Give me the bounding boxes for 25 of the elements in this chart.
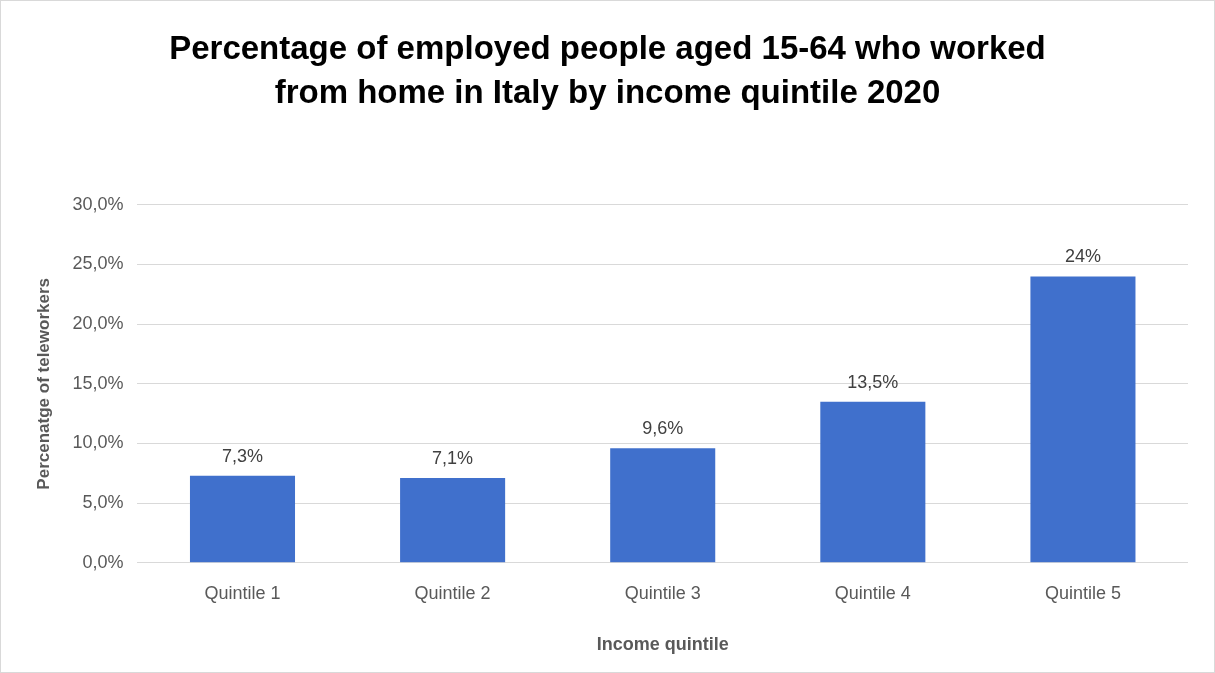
- y-tick-label: 0,0%: [82, 551, 124, 572]
- bar: [1030, 276, 1136, 563]
- y-tick-label: 5,0%: [82, 492, 124, 513]
- x-tick-label: Quintile 2: [414, 582, 491, 603]
- bar: [189, 475, 296, 563]
- bar: [400, 478, 506, 563]
- y-tick-label: 10,0%: [72, 432, 124, 453]
- data-label: 9,6%: [642, 418, 684, 439]
- data-label: 7,3%: [221, 445, 264, 466]
- bar: [820, 401, 926, 563]
- bar: [610, 448, 716, 563]
- y-axis-title: Percenatge of teleworkers: [33, 277, 53, 490]
- data-label: 24%: [1064, 246, 1101, 267]
- x-tick-label: Quintile 5: [1044, 582, 1121, 603]
- chart-title: Percentage of employed people aged 15-64 who worked from home in Italy by income quintile 2020: [168, 28, 1047, 112]
- x-axis-title: Income quintile: [596, 634, 729, 655]
- y-tick-label: 20,0%: [72, 313, 124, 334]
- y-tick-label: 30,0%: [72, 193, 124, 214]
- data-label: 13,5%: [847, 371, 899, 392]
- x-tick-label: Quintile 1: [204, 582, 281, 603]
- x-tick-label: Quintile 4: [834, 582, 911, 603]
- x-tick-label: Quintile 3: [624, 582, 701, 603]
- data-label: 7,1%: [432, 448, 474, 469]
- y-tick-label: 15,0%: [72, 372, 124, 393]
- y-tick-label: 25,0%: [72, 253, 124, 274]
